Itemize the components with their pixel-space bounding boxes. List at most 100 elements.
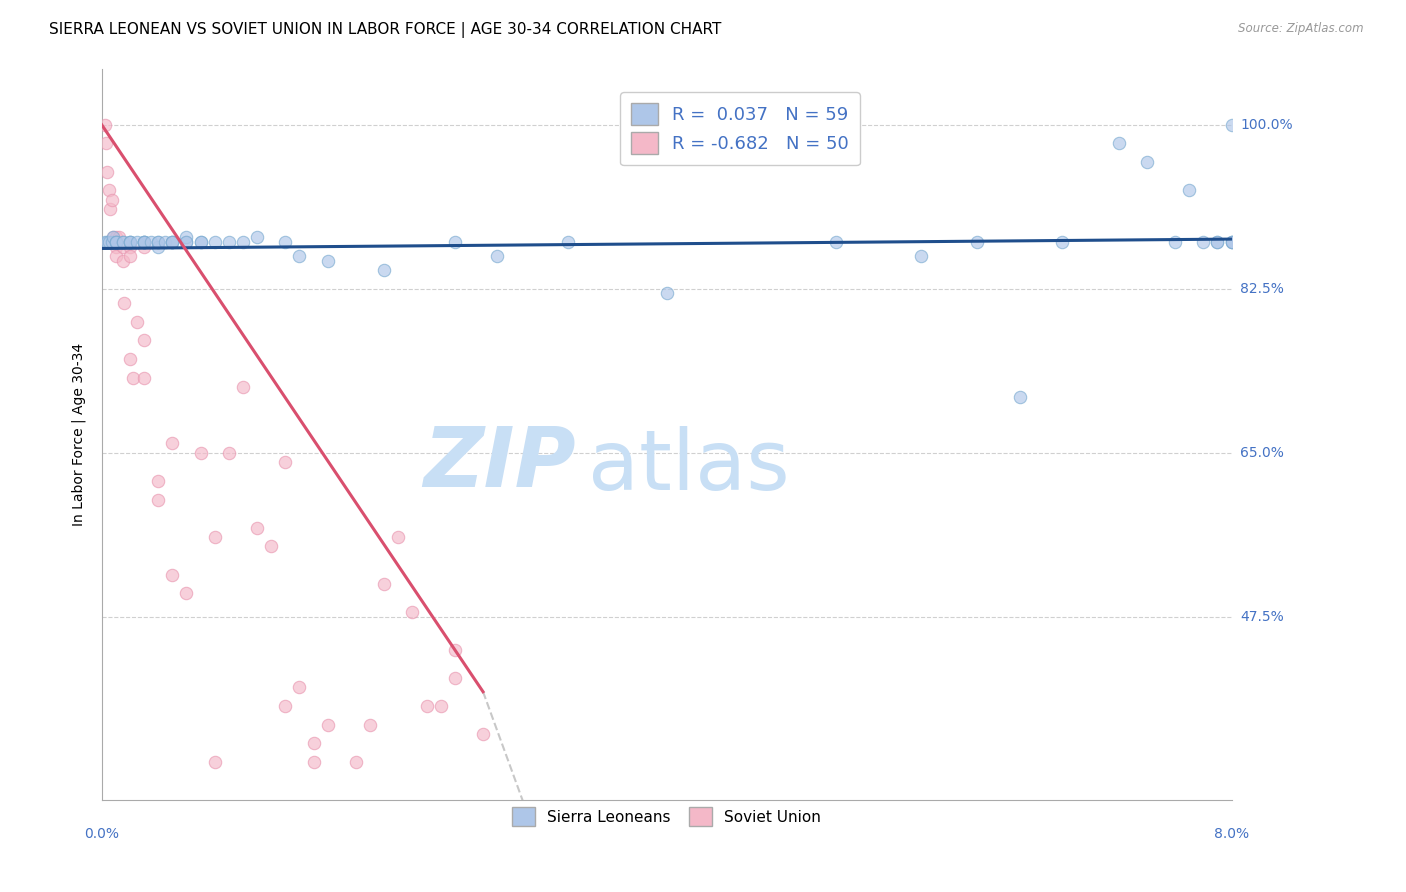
Text: 82.5%: 82.5% (1240, 282, 1284, 296)
Point (1050, 235, 1073, 249)
Point (1220, 235, 1243, 249)
Point (104, 235, 127, 249)
Point (98, 202, 121, 216)
Text: 8.0%: 8.0% (1213, 827, 1249, 841)
Point (118, 352, 141, 367)
Point (190, 235, 212, 249)
Point (111, 235, 134, 249)
Point (148, 474, 170, 488)
Point (288, 680, 311, 694)
Point (316, 717, 339, 731)
Point (204, 235, 226, 249)
Point (104, 235, 127, 249)
Point (125, 235, 148, 249)
Text: atlas: atlas (588, 426, 789, 508)
Point (176, 586, 198, 600)
Point (118, 235, 141, 249)
Point (1108, 136, 1130, 151)
Point (274, 235, 297, 249)
Point (246, 230, 269, 244)
Point (218, 446, 240, 460)
Point (1008, 390, 1031, 404)
Text: ZIP: ZIP (423, 423, 576, 504)
Point (111, 235, 134, 249)
Point (96, 235, 118, 249)
Point (162, 235, 184, 249)
Point (486, 249, 509, 263)
Point (97, 235, 120, 249)
Point (1206, 235, 1229, 249)
Point (429, 698, 451, 713)
Point (97, 183, 120, 197)
Point (148, 235, 170, 249)
Text: 65.0%: 65.0% (1240, 446, 1284, 459)
Point (387, 530, 409, 544)
Point (190, 235, 212, 249)
Text: 47.5%: 47.5% (1240, 610, 1284, 624)
Point (148, 235, 170, 249)
Point (359, 717, 381, 731)
Y-axis label: In Labor Force | Age 30-34: In Labor Force | Age 30-34 (72, 343, 86, 525)
Point (111, 253, 134, 268)
Point (176, 235, 198, 249)
Point (94, 136, 117, 151)
Point (1192, 235, 1215, 249)
Point (415, 698, 437, 713)
Point (1178, 183, 1201, 197)
Point (132, 239, 155, 253)
Point (302, 736, 325, 750)
Point (162, 567, 184, 582)
Point (1220, 118, 1243, 132)
Point (132, 235, 155, 249)
Point (1220, 235, 1243, 249)
Point (1136, 155, 1159, 169)
Point (125, 315, 148, 329)
Point (557, 235, 579, 249)
Point (274, 455, 297, 469)
Point (344, 755, 367, 769)
Point (204, 755, 226, 769)
Point (132, 235, 155, 249)
Point (121, 371, 143, 385)
Point (132, 371, 155, 385)
Point (118, 239, 141, 253)
Point (401, 605, 423, 619)
Point (1220, 235, 1243, 249)
Point (218, 235, 240, 249)
Point (93, 235, 115, 249)
Point (104, 230, 127, 244)
Point (148, 492, 170, 507)
Point (176, 230, 198, 244)
Point (302, 755, 325, 769)
Point (118, 235, 141, 249)
Point (162, 436, 184, 450)
Point (112, 295, 135, 310)
Point (443, 642, 465, 657)
Point (132, 235, 155, 249)
Point (316, 253, 339, 268)
Point (104, 239, 127, 253)
Legend: Sierra Leoneans, Soviet Union: Sierra Leoneans, Soviet Union (506, 801, 827, 832)
Point (655, 286, 678, 301)
Point (104, 235, 127, 249)
Point (96, 164, 118, 178)
Point (100, 193, 122, 207)
Point (274, 698, 297, 713)
Text: SIERRA LEONEAN VS SOVIET UNION IN LABOR FORCE | AGE 30-34 CORRELATION CHART: SIERRA LEONEAN VS SOVIET UNION IN LABOR … (49, 22, 721, 38)
Point (966, 235, 988, 249)
Text: 100.0%: 100.0% (1240, 118, 1292, 132)
Point (260, 540, 283, 554)
Point (443, 235, 465, 249)
Point (1206, 235, 1229, 249)
Point (190, 446, 212, 460)
Point (132, 235, 155, 249)
Point (373, 263, 395, 277)
Point (162, 235, 184, 249)
Point (100, 235, 122, 249)
Point (162, 235, 184, 249)
Point (232, 235, 254, 249)
Point (132, 334, 155, 348)
Point (107, 230, 129, 244)
Point (373, 577, 395, 591)
Point (204, 530, 226, 544)
